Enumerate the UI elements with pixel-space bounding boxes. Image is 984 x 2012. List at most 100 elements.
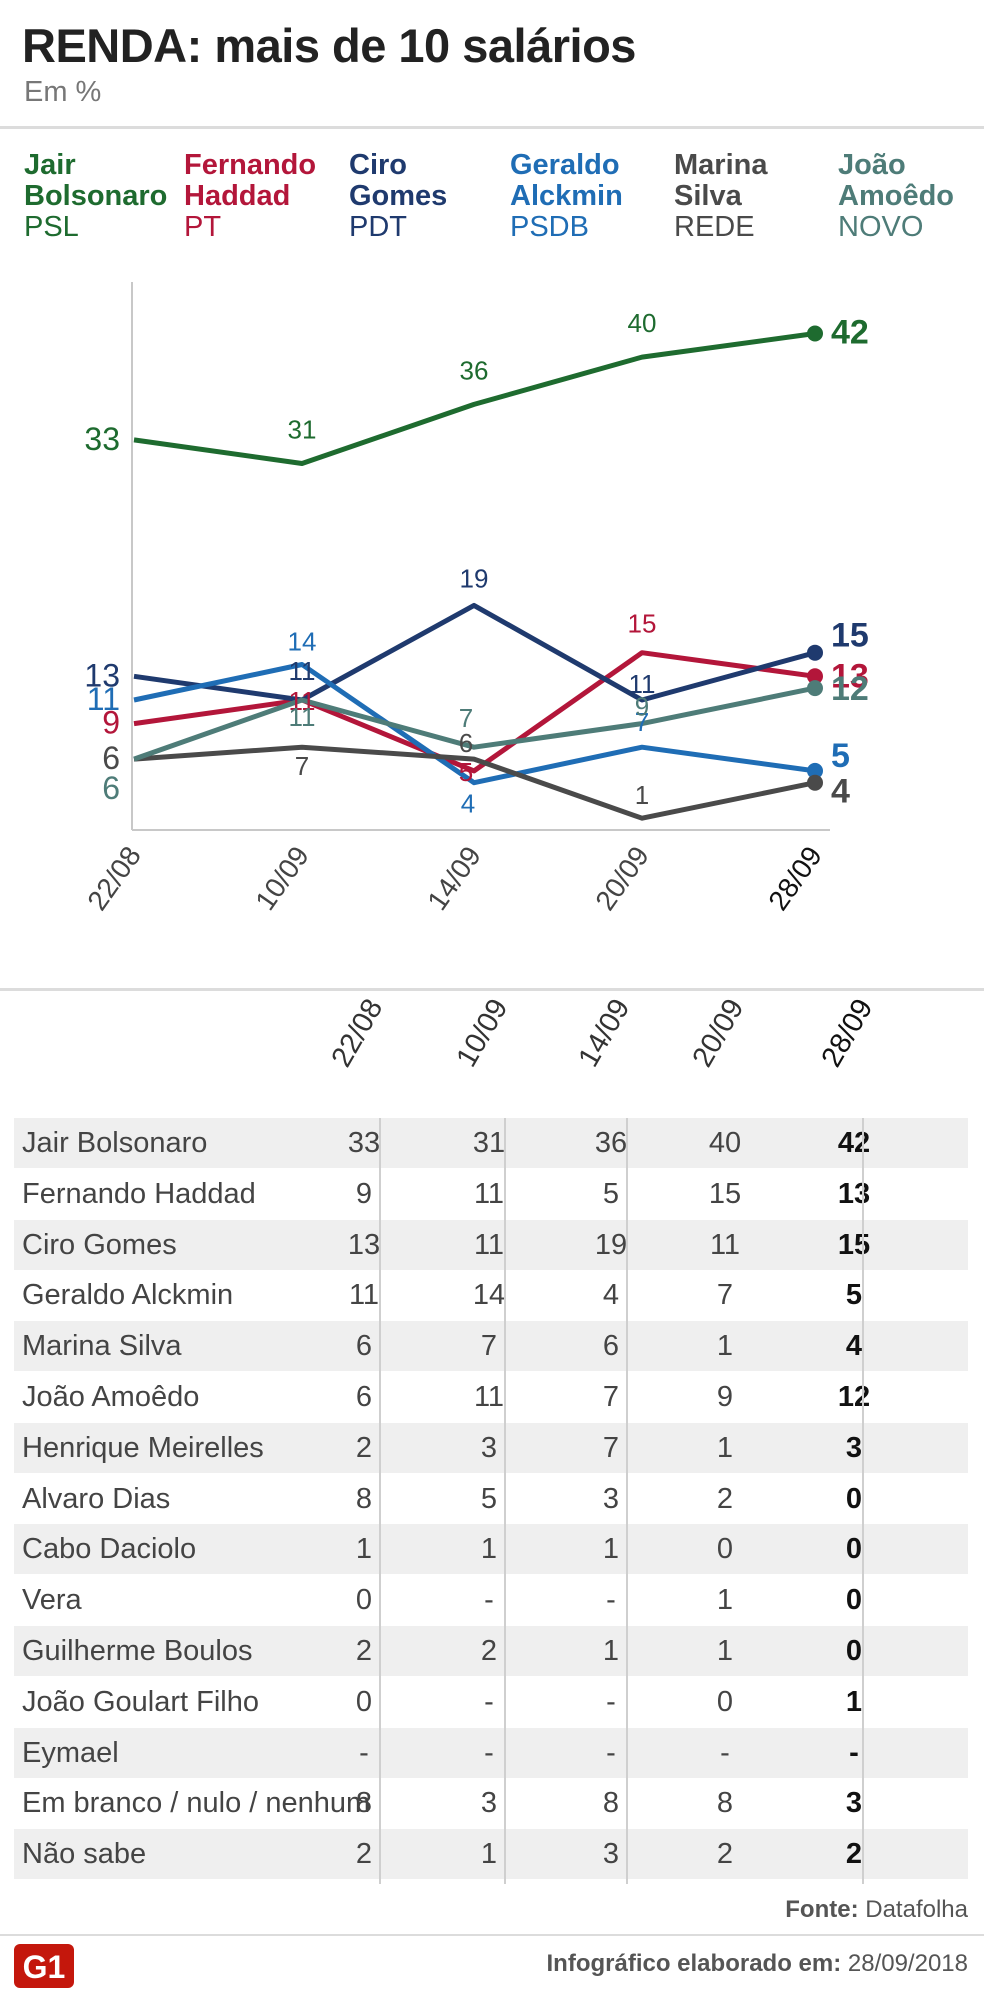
footer-label: Infográfico elaborado em: [546,1950,842,1977]
table-cell: 0 [845,1533,863,1566]
table-row: João Goulart Filho 0 - - 0 1 [14,1677,968,1727]
legend-name-line2: Silva [674,180,742,212]
table-cell: 8 [355,1482,373,1515]
table-cell: 3 [480,1431,498,1464]
table-cell: 8 [355,1787,373,1820]
legend-name-line1: Geraldo [510,149,620,181]
table-cell: 36 [594,1127,628,1159]
data-label: 6 [459,728,473,758]
row-label: Guilherme Boulos [22,1635,253,1667]
table-cell: 11 [473,1228,505,1261]
legend-party: NOVO [838,211,924,243]
x-tick-label: 14/09 [421,841,487,916]
table-cell: 12 [837,1381,871,1413]
bottom-divider [0,1934,984,1936]
table-cell: 0 [355,1584,373,1617]
table-cell: 40 [708,1127,742,1159]
table-row: Não sabe 2 1 3 2 2 [14,1829,968,1880]
table-cell: 0 [845,1635,863,1667]
column-divider [862,1118,864,1884]
row-label: Ciro Gomes [22,1228,177,1261]
column-header: 14/09 [572,993,637,1073]
table-cell: 15 [837,1228,871,1261]
data-label: 33 [84,421,120,457]
column-header: 10/09 [450,993,515,1073]
data-label: 7 [635,707,649,737]
table-row: Jair Bolsonaro 33 31 36 40 42 [14,1118,968,1168]
table-cell: 9 [716,1381,734,1413]
table-cell: 7 [602,1381,620,1413]
data-label: 15 [831,617,869,655]
table-cell: 0 [355,1685,373,1718]
table-cell: 14 [472,1279,506,1312]
table-cell: 3 [602,1838,620,1871]
logo-text: G1 [23,1949,66,1985]
row-label: Cabo Daciolo [22,1533,197,1566]
data-label: 4 [461,789,475,819]
legend-item: João Amoêdo NOVO [838,150,954,243]
data-label: 6 [102,770,120,806]
column-header: 20/09 [686,993,751,1073]
data-label: 5 [459,757,473,787]
row-label: Jair Bolsonaro [22,1127,208,1159]
table-cell: - [606,1736,616,1769]
data-label: 13 [831,657,869,695]
table-cell: 33 [347,1127,381,1159]
table-cell: 6 [355,1381,373,1413]
legend-party: PSL [24,211,79,243]
table-cell: 4 [602,1279,620,1312]
data-label: 9 [102,705,120,741]
table-cell: - [606,1584,616,1617]
data-label: 9 [635,692,649,722]
data-label: 15 [628,609,657,639]
series-line [133,602,816,703]
table-cell: 8 [716,1787,734,1820]
data-label: 11 [289,702,316,732]
legend-name-line1: Jair [24,149,76,181]
table-cell: 2 [355,1431,373,1464]
table-cell: 3 [480,1787,498,1820]
series-end-marker [807,774,823,791]
series-end-marker [807,325,823,342]
table-cell: 7 [602,1431,620,1464]
footer-note: Infográfico elaborado em: 28/09/2018 [547,1950,969,1978]
table-cell: 0 [716,1533,734,1566]
table-row: Alvaro Dias 8 5 3 2 0 [14,1474,968,1524]
row-label: Geraldo Alckmin [22,1279,234,1312]
table-cell: 1 [602,1635,620,1667]
table-cell: 1 [716,1584,734,1617]
data-label: 14 [288,627,317,657]
row-label: João Amoêdo [22,1381,200,1413]
table-cell: 11 [473,1381,505,1413]
legend-name-line1: Fernando [184,149,317,181]
table-row: Guilherme Boulos 2 2 1 1 0 [14,1626,968,1676]
table-row: Fernando Haddad 9 11 5 15 13 [14,1169,968,1219]
table-cell: 1 [480,1838,498,1871]
table-cell: 11 [473,1177,505,1210]
row-label: Alvaro Dias [22,1482,171,1515]
series-line [133,331,816,466]
data-label: 11 [289,686,316,716]
table-cell: 2 [845,1838,863,1871]
legend-party: PT [184,211,222,243]
middle-divider [0,988,984,991]
data-label: 13 [84,657,120,693]
data-label: 11 [87,681,120,717]
table-cell: 0 [845,1584,863,1617]
data-label: 6 [102,740,120,776]
series-line [133,744,816,821]
series-end-marker [807,762,823,779]
table-cell: 11 [348,1279,380,1312]
table-cell: 19 [594,1228,628,1261]
column-divider [379,1118,381,1884]
legend-party: PDT [349,211,407,243]
table-cell: 9 [355,1177,373,1210]
table-cell: 4 [845,1330,863,1363]
legend-item: Jair Bolsonaro PSL [24,150,167,243]
chart-subtitle: Em % [24,76,102,108]
g1-logo-icon: G1 [14,1944,74,1988]
data-label: 1 [635,780,649,810]
data-label: 7 [459,703,473,733]
data-label: 31 [288,415,317,445]
table-row: Ciro Gomes 13 11 19 11 15 [14,1219,968,1270]
